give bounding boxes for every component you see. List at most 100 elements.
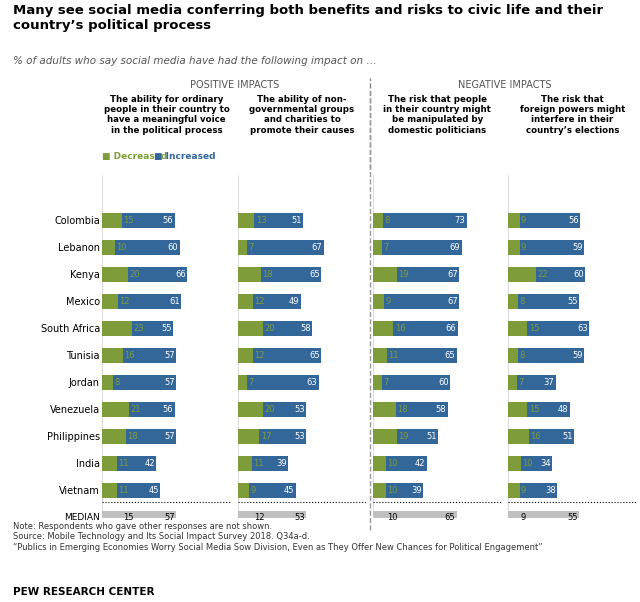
Text: Kenya: Kenya — [70, 270, 100, 279]
Bar — [102, 375, 176, 390]
Text: 59: 59 — [572, 351, 582, 360]
Bar — [508, 456, 552, 471]
Text: 58: 58 — [436, 405, 446, 414]
Bar — [237, 375, 319, 390]
Text: 12: 12 — [119, 297, 130, 306]
Bar — [237, 429, 306, 444]
Bar — [102, 267, 188, 282]
Bar — [508, 213, 580, 228]
Bar — [508, 267, 586, 282]
Text: The risk that people
in their country might
be manipulated by
domestic politicia: The risk that people in their country mi… — [383, 95, 491, 135]
Bar — [508, 402, 570, 417]
Bar — [372, 240, 461, 255]
Text: 9: 9 — [521, 216, 526, 225]
Text: 55: 55 — [567, 514, 577, 522]
Text: 15: 15 — [123, 216, 134, 225]
Text: 37: 37 — [543, 378, 554, 387]
Bar — [372, 511, 386, 524]
Text: Many see social media conferring both benefits and risks to civic life and their: Many see social media conferring both be… — [13, 4, 603, 32]
Text: 15: 15 — [529, 324, 539, 333]
Text: 57: 57 — [164, 432, 175, 441]
Bar — [237, 213, 303, 228]
Text: 49: 49 — [289, 297, 300, 306]
Text: 8: 8 — [520, 351, 525, 360]
Text: POSITIVE IMPACTS: POSITIVE IMPACTS — [190, 80, 279, 90]
Bar — [372, 456, 386, 471]
Text: MEDIAN: MEDIAN — [64, 514, 100, 522]
Bar — [237, 511, 253, 524]
Bar — [372, 429, 438, 444]
Bar — [102, 483, 161, 498]
Bar — [508, 483, 520, 498]
Bar — [237, 511, 306, 524]
Text: 53: 53 — [294, 405, 305, 414]
Text: 12: 12 — [254, 514, 265, 522]
Bar — [102, 348, 176, 363]
Bar — [508, 483, 557, 498]
Text: 9: 9 — [521, 486, 526, 495]
Text: 8: 8 — [385, 216, 390, 225]
Bar — [508, 429, 529, 444]
Text: 9: 9 — [521, 243, 526, 252]
Text: Jordan: Jordan — [69, 377, 100, 388]
Text: 8: 8 — [520, 297, 525, 306]
Text: 18: 18 — [397, 405, 408, 414]
Text: 34: 34 — [540, 459, 550, 468]
Text: The ability of non-
governmental groups
and charities to
promote their causes: The ability of non- governmental groups … — [250, 95, 355, 135]
Text: 60: 60 — [438, 378, 449, 387]
Bar — [237, 483, 249, 498]
Text: 57: 57 — [164, 378, 175, 387]
Text: 55: 55 — [161, 324, 172, 333]
Text: 23: 23 — [133, 324, 144, 333]
Text: 15: 15 — [123, 514, 134, 522]
Bar — [237, 402, 264, 417]
Bar — [508, 294, 518, 309]
Bar — [237, 321, 264, 336]
Text: The risk that
foreign powers might
interfere in their
country’s elections: The risk that foreign powers might inter… — [520, 95, 625, 135]
Text: 42: 42 — [145, 459, 156, 468]
Text: 7: 7 — [383, 243, 388, 252]
Text: 21: 21 — [131, 405, 141, 414]
Text: 63: 63 — [577, 324, 588, 333]
Text: 20: 20 — [129, 270, 140, 279]
Bar — [102, 240, 115, 255]
Bar — [508, 267, 536, 282]
Text: 42: 42 — [415, 459, 426, 468]
Text: 63: 63 — [307, 378, 317, 387]
Bar — [102, 321, 173, 336]
Text: 11: 11 — [118, 459, 129, 468]
Bar — [102, 375, 113, 390]
Bar — [237, 213, 254, 228]
Text: 39: 39 — [276, 459, 287, 468]
Text: 60: 60 — [573, 270, 584, 279]
Text: 58: 58 — [300, 324, 311, 333]
Text: 20: 20 — [265, 324, 275, 333]
Bar — [372, 483, 423, 498]
Text: 67: 67 — [447, 270, 458, 279]
Text: 51: 51 — [427, 432, 437, 441]
Text: Vietnam: Vietnam — [59, 486, 100, 495]
Text: 7: 7 — [383, 378, 388, 387]
Bar — [372, 267, 397, 282]
Text: 65: 65 — [309, 270, 320, 279]
Text: 56: 56 — [163, 405, 173, 414]
Text: 73: 73 — [455, 216, 465, 225]
Bar — [508, 375, 556, 390]
Bar — [237, 348, 253, 363]
Bar — [372, 511, 456, 524]
Text: 45: 45 — [148, 486, 159, 495]
Bar — [237, 267, 260, 282]
Text: 65: 65 — [445, 351, 455, 360]
Bar — [508, 294, 579, 309]
Bar — [102, 267, 128, 282]
Bar — [102, 429, 125, 444]
Text: PEW RESEARCH CENTER: PEW RESEARCH CENTER — [13, 587, 154, 597]
Text: 15: 15 — [529, 405, 539, 414]
Bar — [237, 402, 306, 417]
Text: 13: 13 — [255, 216, 266, 225]
Text: 16: 16 — [530, 432, 541, 441]
Text: 48: 48 — [558, 405, 568, 414]
Text: 59: 59 — [572, 243, 582, 252]
Text: 10: 10 — [116, 243, 127, 252]
Bar — [372, 375, 450, 390]
